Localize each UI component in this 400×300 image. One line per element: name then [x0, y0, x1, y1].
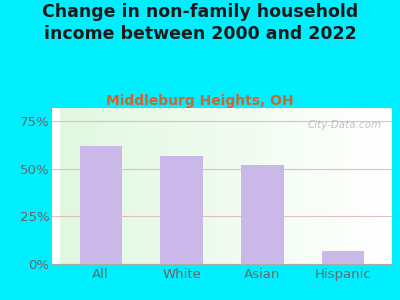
- Text: Change in non-family household
income between 2000 and 2022: Change in non-family household income be…: [42, 3, 358, 43]
- Bar: [322, 251, 364, 264]
- Text: City-Data.com: City-Data.com: [308, 121, 382, 130]
- Bar: [160, 156, 202, 264]
- Bar: [80, 146, 122, 264]
- Text: Middleburg Heights, OH: Middleburg Heights, OH: [106, 94, 294, 109]
- Bar: [242, 165, 284, 264]
